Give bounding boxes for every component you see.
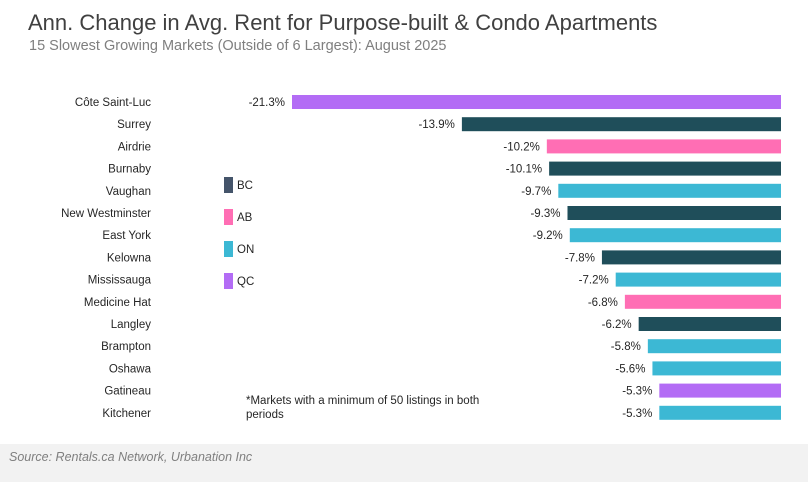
category-label-new-westminster: New Westminster [61, 208, 151, 220]
category-label-kitchener: Kitchener [102, 408, 151, 420]
legend-swatch-bc [224, 177, 233, 193]
category-label-kelowna: Kelowna [107, 252, 152, 264]
value-label-oshawa: -5.6% [615, 363, 645, 375]
category-label-airdrie: Airdrie [118, 141, 151, 153]
category-label-medicine-hat: Medicine Hat [84, 297, 152, 309]
bar-burnaby [549, 161, 781, 176]
legend-label-qc: QC [237, 276, 254, 288]
legend-swatch-on [224, 241, 233, 257]
legend-swatch-qc [224, 273, 233, 289]
bar-gatineau [659, 383, 781, 398]
bar-brampton [647, 339, 781, 354]
value-label-medicine-hat: -6.8% [588, 297, 618, 309]
source-note: Source: Rentals.ca Network, Urbanation I… [9, 450, 253, 464]
value-label-vaughan: -9.7% [521, 186, 551, 198]
bar-east-york [569, 228, 781, 243]
value-label-langley: -6.2% [602, 319, 632, 331]
category-label-mississauga: Mississauga [88, 275, 152, 287]
chart-subtitle: 15 Slowest Growing Markets (Outside of 6… [29, 38, 447, 54]
value-label-new-westminster: -9.3% [530, 208, 560, 220]
category-labels: Côte Saint-Luc Surrey Airdrie Burnaby Vaugha… [61, 97, 152, 420]
value-label-kitchener: -5.3% [622, 408, 652, 420]
value-label-kelowna: -7.8% [565, 252, 595, 264]
legend-label-ab: AB [237, 212, 253, 224]
value-label-cote-saint-luc: -21.3% [249, 97, 285, 109]
bar-mississauga [615, 272, 781, 287]
bar-langley [638, 317, 781, 331]
legend-label-on: ON [237, 244, 254, 256]
footer-band [0, 444, 808, 482]
legend: BC AB ON QC [224, 177, 254, 289]
bar-kitchener [659, 405, 781, 420]
value-labels: -21.3%-13.9%-10.2%-10.1%-9.7%-9.3%-9.2%-… [249, 97, 653, 420]
category-label-cote-saint-luc: Côte Saint-Luc [75, 97, 151, 109]
bar-kelowna [601, 250, 781, 265]
value-label-surrey: -13.9% [418, 119, 454, 131]
category-label-gatineau: Gatineau [104, 386, 151, 398]
bar-medicine-hat [624, 294, 781, 309]
value-label-airdrie: -10.2% [503, 141, 539, 153]
value-label-east-york: -9.2% [533, 230, 563, 242]
footnote: *Markets with a minimum of 50 listings i… [246, 395, 480, 421]
legend-swatch-ab [224, 209, 233, 225]
category-label-burnaby: Burnaby [108, 164, 151, 176]
bar-vaughan [558, 183, 781, 198]
value-label-burnaby: -10.1% [506, 164, 542, 176]
bar-chart: Côte Saint-Luc Surrey Airdrie Burnaby Vaugha… [61, 95, 781, 420]
category-label-surrey: Surrey [117, 119, 151, 131]
value-label-brampton: -5.8% [611, 341, 641, 353]
category-label-brampton: Brampton [101, 341, 151, 353]
value-label-gatineau: -5.3% [622, 386, 652, 398]
bar-surrey [461, 117, 781, 132]
bar-new-westminster [567, 206, 781, 220]
bar-airdrie [546, 139, 781, 154]
category-label-vaughan: Vaughan [106, 186, 151, 198]
legend-label-bc: BC [237, 180, 253, 192]
bar-oshawa [652, 361, 781, 376]
category-label-oshawa: Oshawa [109, 363, 152, 375]
category-label-langley: Langley [111, 319, 152, 331]
bar-cote-saint-luc [292, 95, 781, 109]
value-label-mississauga: -7.2% [579, 275, 609, 287]
chart-title: Ann. Change in Avg. Rent for Purpose-bui… [28, 10, 658, 35]
category-label-east-york: East York [102, 230, 151, 242]
bars [292, 95, 781, 420]
